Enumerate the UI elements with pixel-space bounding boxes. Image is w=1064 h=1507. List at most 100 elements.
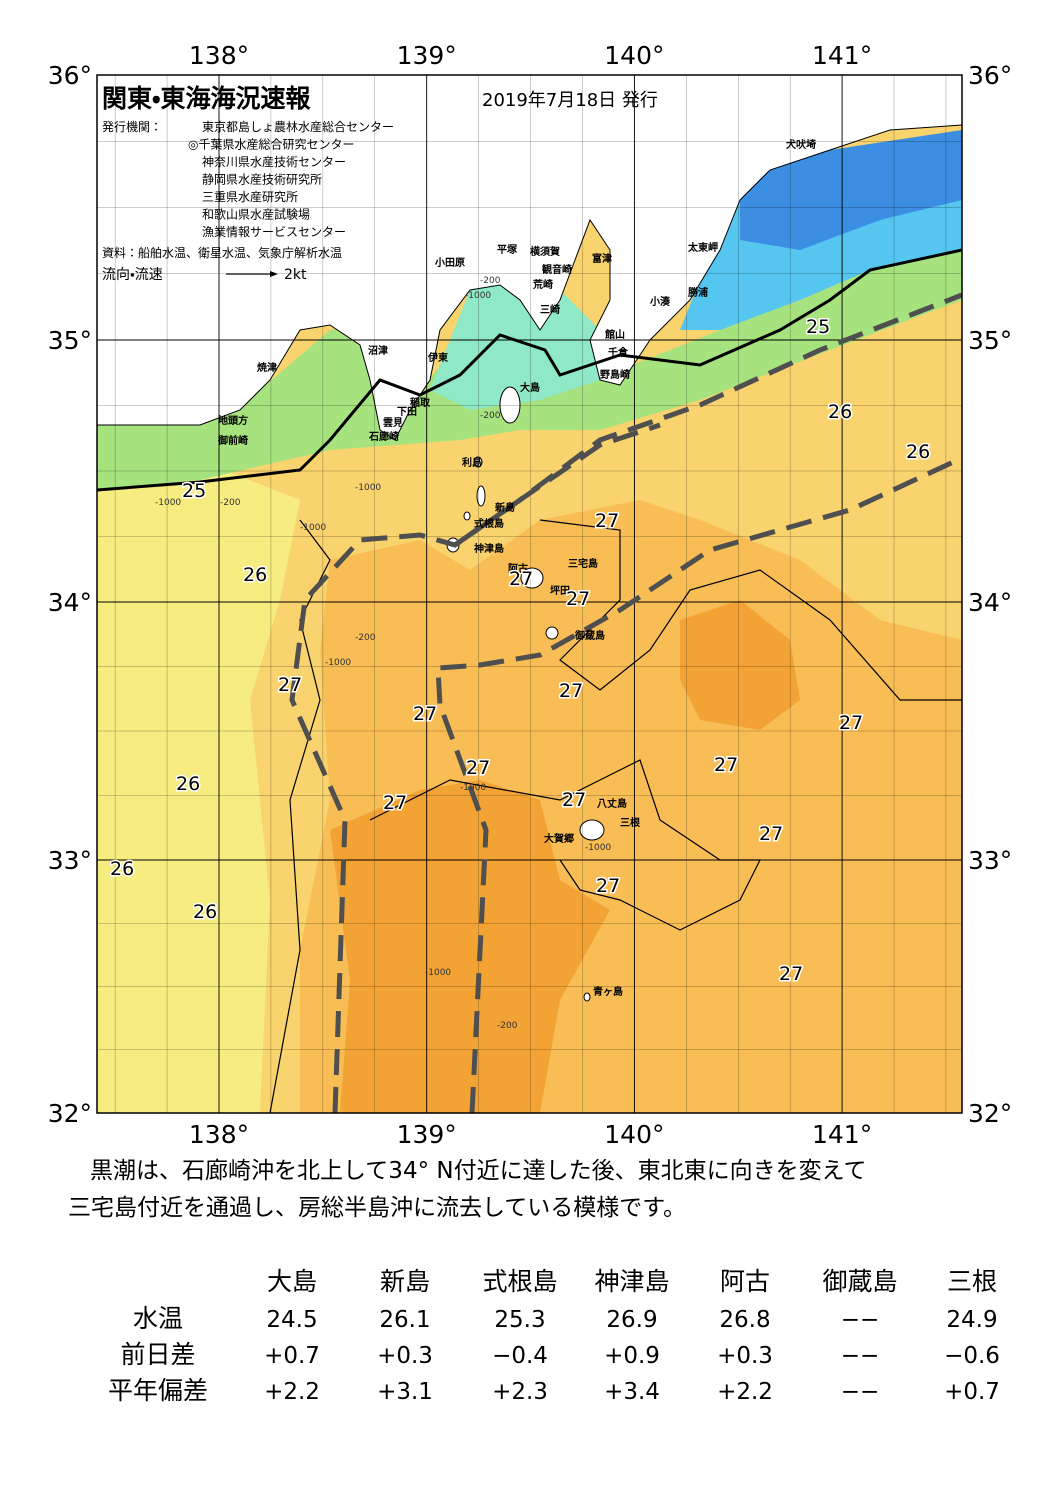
row-header: 前日差	[120, 1340, 195, 1369]
place-name: 富津	[592, 252, 612, 265]
isotherm-label: 27	[759, 823, 783, 845]
isotherm-label: 27	[509, 568, 533, 590]
axis-ticks: 138° 138° 139° 139° 140° 140° 141° 141° 36° 36° 35…	[48, 41, 1013, 1149]
issuer: 東京都島しょ農林水産総合センター	[202, 119, 394, 134]
place-name: 三宅島	[568, 557, 598, 570]
issuer: ◎千葉県水産総合研究センター	[188, 137, 354, 152]
depth-label: -1000	[460, 783, 486, 793]
lat-tick-label: 32°	[968, 1099, 1012, 1128]
place-name: 焼津	[257, 361, 277, 374]
depth-label: -200	[220, 498, 241, 508]
table-cell: +0.3	[717, 1343, 773, 1369]
lat-tick-label: 36°	[48, 61, 92, 90]
isotherm-label: 26	[110, 858, 134, 880]
place-name: 新島	[494, 501, 515, 514]
depth-label: -1000	[465, 291, 491, 301]
place-name: 横須賀	[530, 245, 560, 258]
isotherm	[369, 759, 761, 931]
table-cell: +0.3	[377, 1343, 433, 1369]
lon-tick-label: 141°	[812, 41, 872, 70]
place-name: 千倉	[608, 346, 629, 359]
table-cell: +0.9	[604, 1343, 660, 1369]
island	[476, 485, 486, 507]
table-cell: −−	[841, 1379, 880, 1405]
depth-label: -1000	[325, 658, 351, 668]
flow-arrowhead	[270, 271, 278, 277]
isotherm-label: 26	[906, 441, 930, 463]
column-header: 神津島	[594, 1267, 669, 1296]
lon-tick-label: 138°	[189, 41, 249, 70]
table-cell: 25.3	[494, 1307, 545, 1333]
description-line: 三宅島付近を通過し、房総半島沖に流去している模様です。	[68, 1195, 686, 1221]
isotherm	[269, 519, 331, 1113]
isotherm-label: 27	[714, 754, 738, 776]
flow-scale: 2kt	[284, 267, 307, 283]
table-cell: 24.9	[946, 1307, 997, 1333]
column-header: 式根島	[482, 1267, 557, 1296]
table-cell: +2.2	[264, 1379, 320, 1405]
lon-tick-label: 141°	[812, 1120, 872, 1149]
kuroshio-axis	[435, 455, 962, 1113]
table-cell: 26.9	[606, 1307, 657, 1333]
column-header: 新島	[380, 1267, 430, 1296]
place-name: 沼津	[368, 344, 388, 357]
issuer: 三重県水産研究所	[202, 190, 298, 204]
place-name: 大島	[520, 381, 540, 394]
lat-tick-label: 32°	[48, 1099, 92, 1128]
lon-tick-label: 138°	[189, 1120, 249, 1149]
coldest-sea	[740, 130, 962, 250]
table-cell: +3.4	[604, 1379, 660, 1405]
isotherm-label: 27	[466, 757, 490, 779]
table-cell: 26.1	[379, 1307, 430, 1333]
place-name: 伊東	[427, 351, 448, 364]
isotherm-label: 26	[828, 401, 852, 423]
place-name: 稲取	[410, 396, 431, 409]
table-cell: +0.7	[944, 1379, 1000, 1405]
depth-label: -200	[480, 411, 501, 421]
island	[583, 992, 591, 1002]
issuers: 東京都島しょ農林水産総合センター ◎千葉県水産総合研究センター神奈川県水産技術セン…	[188, 119, 394, 239]
isotherm	[539, 519, 962, 701]
place-name: 荒崎	[532, 278, 553, 291]
isotherm-label: 26	[176, 773, 200, 795]
isotherm-label: 25	[182, 480, 206, 502]
source: 資料：船舶水温、衛星水温、気象庁解析水温	[102, 245, 342, 260]
island	[520, 567, 544, 589]
depth-label: -1000	[425, 968, 451, 978]
row-header: 平年偏差	[108, 1376, 208, 1405]
table-cell: 24.5	[266, 1307, 317, 1333]
isotherm-label: 27	[413, 703, 437, 725]
place-name: 御蔵島	[574, 629, 605, 642]
flow-label: 流向・流速	[102, 267, 163, 283]
depth-label: -1000	[355, 483, 381, 493]
lat-tick-label: 34°	[968, 588, 1012, 617]
table-cell: −−	[841, 1343, 880, 1369]
lat-tick-label: 33°	[48, 846, 92, 875]
table-cell: −0.6	[944, 1343, 1000, 1369]
table-cell: +0.7	[264, 1343, 320, 1369]
isotherm-label: 27	[559, 680, 583, 702]
lat-tick-label: 36°	[968, 61, 1012, 90]
island	[579, 819, 605, 841]
isotherm-label: 25	[806, 316, 830, 338]
table-cell: −0.4	[492, 1343, 548, 1369]
place-name: 坪田	[550, 584, 570, 597]
place-name: 式根島	[474, 517, 504, 530]
place-name: 勝浦	[688, 286, 708, 299]
place-name: 下田	[397, 406, 417, 418]
place-name: 利島	[462, 456, 482, 469]
isotherm-label: 27	[562, 789, 586, 811]
place-name: 観音崎	[542, 263, 572, 276]
place-name: 青ヶ島	[593, 985, 623, 998]
place-name: 阿古	[508, 562, 528, 575]
place-name: 三根	[620, 816, 641, 829]
lat-tick-label: 33°	[968, 846, 1012, 875]
issuer: 和歌山県水産試験場	[202, 207, 310, 222]
place-name: 大賀郷	[544, 832, 574, 845]
place-name: 平塚	[497, 243, 518, 256]
place-name: 八丈島	[597, 797, 627, 810]
lat-tick-label: 35°	[48, 326, 92, 355]
depth-label: -200	[480, 276, 501, 286]
issuer: 静岡県水産技術研究所	[202, 172, 322, 187]
